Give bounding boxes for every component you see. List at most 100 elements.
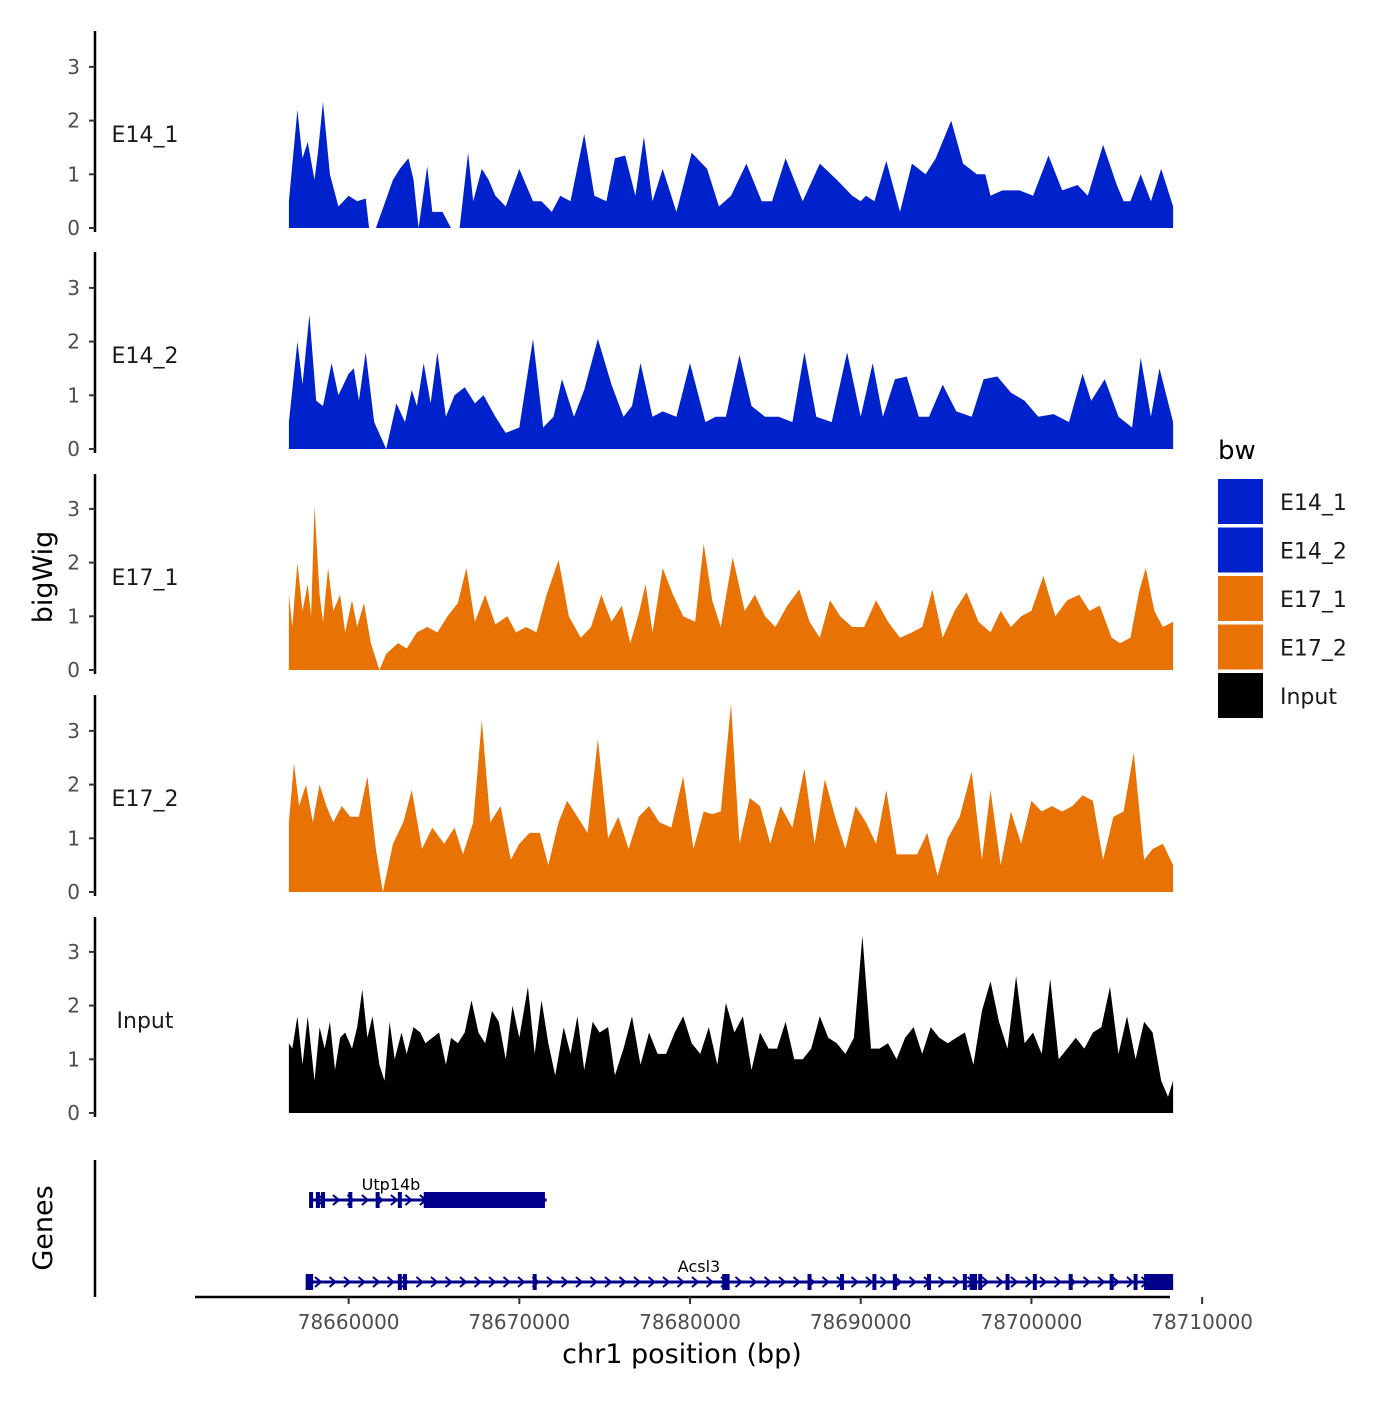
exon xyxy=(892,1274,897,1290)
legend-label-E14_1: E14_1 xyxy=(1280,491,1347,516)
y-tick-label: 3 xyxy=(67,276,80,300)
exon xyxy=(532,1274,537,1290)
y-tick-label: 0 xyxy=(67,437,80,461)
track-E17_1: 0 1 2 3 E17_1 xyxy=(67,474,1174,682)
strand-arrow xyxy=(952,1276,961,1288)
strand-arrow xyxy=(749,1276,758,1288)
legend-swatch-E14_1 xyxy=(1218,479,1263,524)
strand-arrow xyxy=(937,1276,947,1288)
x-tick-label: 78690000 xyxy=(810,1310,912,1334)
exon xyxy=(397,1274,402,1290)
exon xyxy=(962,1274,967,1290)
strand-arrow xyxy=(502,1276,512,1288)
strand-arrow xyxy=(430,1276,439,1288)
y-tick-label: 2 xyxy=(67,773,80,797)
strand-arrow xyxy=(705,1276,715,1288)
strand-arrow xyxy=(865,1276,874,1288)
strand-arrow xyxy=(1053,1276,1063,1288)
exon xyxy=(973,1274,978,1290)
strand-arrow xyxy=(1010,1276,1019,1288)
x-axis: 78660000 78670000 78680000 78690000 78700000… xyxy=(195,1295,1253,1334)
track-label-E17_2: E17_2 xyxy=(112,787,179,812)
strand-arrow xyxy=(691,1276,700,1288)
exon xyxy=(402,1274,407,1290)
area-E17_2 xyxy=(288,704,1174,892)
exon xyxy=(722,1274,727,1290)
strand-arrow xyxy=(1097,1276,1106,1288)
legend-swatch-E14_2 xyxy=(1218,527,1263,573)
strand-arrow xyxy=(618,1276,628,1288)
x-tick-label: 78680000 xyxy=(639,1310,741,1334)
y-tick-label: 3 xyxy=(67,719,80,743)
legend-label-E17_2: E17_2 xyxy=(1280,637,1347,662)
strand-arrow xyxy=(604,1276,613,1288)
gene-label-Acsl3: Acsl3 xyxy=(678,1257,720,1276)
strand-arrow xyxy=(390,1194,399,1206)
legend-label-Input: Input xyxy=(1280,685,1337,710)
strand-arrow xyxy=(908,1276,918,1288)
exon xyxy=(969,1274,974,1290)
strand-arrow xyxy=(488,1276,497,1288)
strand-arrow xyxy=(1111,1276,1121,1288)
exon xyxy=(305,1274,310,1290)
exon xyxy=(807,1274,812,1290)
track-label-E14_2: E14_2 xyxy=(112,344,179,369)
strand-arrow xyxy=(734,1276,744,1288)
strand-arrow xyxy=(850,1276,860,1288)
legend-label-E14_2: E14_2 xyxy=(1280,540,1347,565)
strand-arrow xyxy=(1126,1276,1135,1288)
strand-arrow xyxy=(386,1276,396,1288)
cds-block xyxy=(1144,1274,1174,1290)
track-E14_1: 0 1 2 3 E14_1 xyxy=(67,31,1174,240)
y-tick-label: 2 xyxy=(67,551,80,575)
strand-arrow xyxy=(444,1276,454,1288)
strand-arrow xyxy=(415,1276,425,1288)
cds-block xyxy=(423,1192,545,1208)
strand-arrow xyxy=(357,1276,367,1288)
strand-arrow xyxy=(981,1276,990,1288)
exon xyxy=(1068,1274,1073,1290)
strand-arrow xyxy=(1039,1276,1048,1288)
strand-arrow xyxy=(372,1276,381,1288)
legend-title: bw xyxy=(1218,436,1256,466)
area-E17_1 xyxy=(288,506,1174,670)
strand-arrow xyxy=(633,1276,642,1288)
exon xyxy=(375,1192,380,1208)
track-Input: 0 1 2 3 Input xyxy=(67,917,1174,1125)
x-tick-label: 78660000 xyxy=(298,1310,400,1334)
exon xyxy=(315,1192,320,1208)
exon xyxy=(978,1274,983,1290)
x-axis-title: chr1 position (bp) xyxy=(562,1339,802,1370)
y-tick-label: 1 xyxy=(67,604,80,628)
track-label-E17_1: E17_1 xyxy=(112,566,179,591)
gene-Acsl3: Acsl3 xyxy=(305,1257,1174,1290)
exon xyxy=(1133,1274,1138,1290)
exon xyxy=(348,1192,353,1208)
strand-arrow xyxy=(332,1194,341,1206)
strand-arrow xyxy=(546,1276,555,1288)
exon xyxy=(309,1274,314,1290)
strand-arrow xyxy=(647,1276,657,1288)
genes-axis-title: Genes xyxy=(28,1185,59,1270)
strand-arrow xyxy=(995,1276,1005,1288)
y-tick-label: 2 xyxy=(67,109,80,133)
exon xyxy=(839,1274,844,1290)
strand-arrow xyxy=(792,1276,802,1288)
strand-arrow xyxy=(328,1276,338,1288)
gene-track: Utp14b Acsl3 xyxy=(93,1160,1174,1297)
strand-arrow xyxy=(560,1276,570,1288)
y-tick-label: 1 xyxy=(67,383,80,407)
exon xyxy=(872,1274,877,1290)
area-E14_1 xyxy=(288,101,1174,228)
x-tick-label: 78710000 xyxy=(1151,1310,1253,1334)
strand-arrow xyxy=(473,1276,483,1288)
x-tick-label: 78670000 xyxy=(468,1310,570,1334)
area-E14_2 xyxy=(288,314,1174,449)
strand-arrow xyxy=(575,1276,584,1288)
gene-Utp14b: Utp14b xyxy=(309,1175,547,1208)
exon xyxy=(397,1192,402,1208)
strand-arrow xyxy=(763,1276,773,1288)
track-label-E14_1: E14_1 xyxy=(112,123,179,148)
